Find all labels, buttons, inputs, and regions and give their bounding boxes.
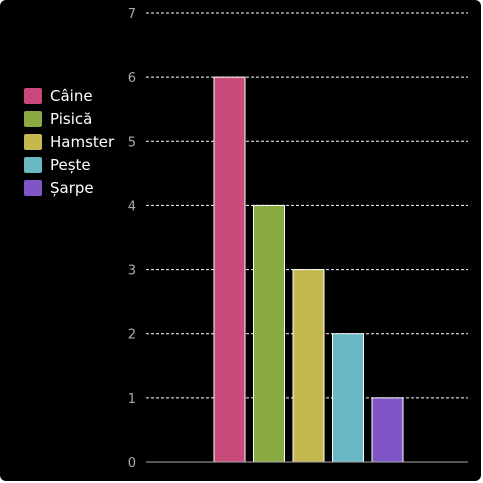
bar-5[interactable] bbox=[371, 397, 404, 463]
y-tick-label-3: 3 bbox=[128, 264, 136, 279]
legend-swatch-pisica bbox=[24, 110, 42, 127]
y-tick-label-2: 2 bbox=[128, 328, 136, 343]
legend-swatch-sarpe bbox=[24, 179, 42, 196]
bar-2[interactable] bbox=[253, 204, 285, 463]
legend-label-sarpe: Șarpe bbox=[50, 178, 94, 197]
legend-label-caine: Câine bbox=[50, 86, 93, 105]
legend-item-peste[interactable]: Pește bbox=[24, 155, 114, 174]
y-tick-label-0: 0 bbox=[128, 456, 136, 471]
legend-item-pisica[interactable]: Pisică bbox=[24, 109, 114, 128]
y-tick-label-7: 7 bbox=[128, 7, 136, 22]
bars bbox=[213, 76, 404, 463]
y-tick-label-4: 4 bbox=[128, 199, 136, 214]
legend-swatch-hamster bbox=[24, 133, 42, 150]
legend-label-peste: Pește bbox=[50, 155, 91, 174]
y-axis-ticks: 0 1 2 3 4 5 6 7 bbox=[128, 7, 136, 471]
legend-item-sarpe[interactable]: Șarpe bbox=[24, 178, 114, 197]
legend-item-hamster[interactable]: Hamster bbox=[24, 132, 114, 151]
y-tick-label-5: 5 bbox=[128, 135, 136, 150]
legend-item-caine[interactable]: Câine bbox=[24, 86, 114, 105]
y-tick-label-6: 6 bbox=[128, 71, 136, 86]
legend-label-hamster: Hamster bbox=[50, 132, 115, 151]
legend-swatch-peste bbox=[24, 156, 42, 173]
y-tick-label-1: 1 bbox=[128, 392, 136, 407]
bar-4[interactable] bbox=[332, 333, 364, 463]
legend-label-pisica: Pisică bbox=[50, 109, 93, 128]
legend-swatch-caine bbox=[24, 87, 42, 104]
bar-3[interactable] bbox=[292, 269, 325, 463]
bar-1[interactable] bbox=[213, 76, 246, 463]
legend: Câine Pisică Hamster Pește Șarpe bbox=[24, 86, 114, 197]
